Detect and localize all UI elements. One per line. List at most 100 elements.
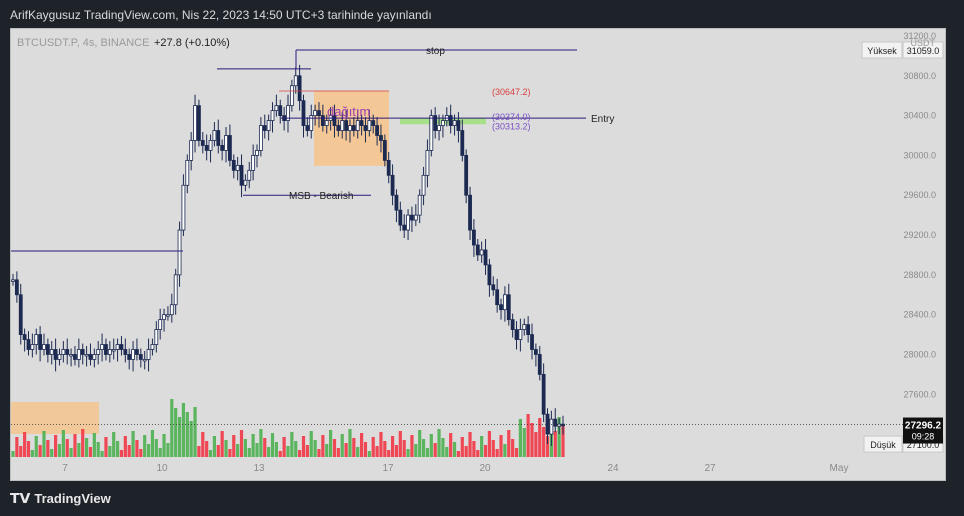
volume-bar [270, 433, 275, 457]
candle [224, 135, 228, 151]
volume-bar [425, 448, 430, 457]
volume-bar [92, 433, 96, 457]
candle [557, 423, 562, 427]
volume-bar [414, 444, 418, 457]
volume-bar [208, 450, 213, 457]
chart-frame[interactable]: stop Entry MSB - Bearish (30647.2) (30374.0)… [10, 28, 946, 481]
candle [197, 105, 201, 141]
volume-bar [263, 438, 267, 457]
candle [332, 115, 337, 126]
volume-bar [542, 427, 546, 457]
high-badge-label-bg [861, 41, 903, 59]
volume-bar [205, 441, 209, 457]
x-tick-label: 13 [253, 463, 265, 474]
candle [61, 349, 66, 355]
candle [251, 155, 256, 171]
volume-bar [398, 431, 402, 457]
volume-bar [77, 443, 81, 457]
volume-bar [538, 418, 542, 457]
candle [371, 120, 376, 126]
volume-bar [511, 439, 515, 457]
candle [73, 354, 77, 360]
candle [549, 418, 554, 435]
volume-bar [100, 451, 104, 457]
volume-bar [526, 414, 530, 457]
volume-bar [507, 430, 511, 457]
candle [14, 279, 19, 296]
volume-bar [325, 444, 329, 457]
candle [289, 85, 294, 107]
volume-bar [193, 407, 197, 457]
volume-bar [158, 448, 162, 457]
volume-bar [123, 436, 127, 457]
price-chart[interactable]: stop Entry MSB - Bearish (30647.2) (30374.0)… [11, 29, 945, 480]
candle [367, 120, 372, 131]
candle [293, 75, 298, 87]
candle [154, 329, 159, 345]
candle [460, 130, 465, 156]
volume-bar [73, 434, 77, 457]
low-badge-label: Düşük [870, 440, 896, 450]
candle [472, 229, 476, 246]
volume-bar [495, 449, 499, 457]
candle [189, 140, 194, 161]
volume-bar [115, 441, 120, 457]
volume-bar [363, 442, 368, 457]
y-tick-label: 29600.0 [903, 190, 936, 200]
volume-bar [212, 436, 217, 457]
candle [390, 174, 395, 196]
tradingview-logo-icon: 𝗧𝗩 [10, 490, 31, 506]
volume-bar [65, 439, 69, 457]
candle [313, 110, 318, 116]
volume-bar [46, 440, 50, 457]
candle [123, 349, 128, 355]
candle [437, 125, 441, 131]
candle [479, 249, 484, 256]
volume-bar [309, 431, 313, 457]
volume-bar [441, 438, 445, 457]
candle [158, 319, 163, 330]
volume-bar [239, 430, 244, 457]
candle [220, 145, 225, 151]
candle [487, 264, 492, 286]
candle [22, 334, 27, 340]
candle [96, 349, 101, 355]
candle [262, 125, 267, 131]
distribution-label: dağıtım [327, 104, 370, 119]
volume-bar [460, 437, 464, 457]
volume-bar [387, 450, 391, 457]
symbol-label: BTCUSDT.P, 4s, BINANCE [17, 37, 149, 49]
volume-bar [321, 435, 325, 457]
candle [45, 344, 50, 355]
volume-bar [34, 436, 38, 457]
volume-bar [267, 447, 271, 457]
volume-bar [445, 447, 449, 457]
candle [483, 249, 488, 266]
footer-brand[interactable]: 𝗧𝗩 TradingView [10, 490, 111, 507]
volume-bar [232, 435, 236, 457]
volume-bar [236, 444, 240, 457]
x-tick-label: 17 [382, 463, 394, 474]
volume-bar [104, 437, 108, 457]
candle [42, 344, 46, 350]
candle [344, 120, 348, 131]
candle [274, 105, 279, 112]
candle [491, 284, 496, 291]
volume-bar [356, 447, 360, 457]
candle [340, 120, 345, 131]
candle [526, 324, 531, 335]
candle [448, 115, 453, 126]
volume-bar [282, 437, 286, 457]
candle [193, 105, 197, 141]
volume-bar [216, 445, 220, 457]
footer-brand-text: TradingView [34, 491, 111, 506]
candle [26, 339, 31, 350]
volume-bar [468, 432, 472, 457]
volume-bar [487, 431, 492, 457]
volume-bar [394, 445, 399, 457]
candle [185, 159, 190, 186]
volume-bar [329, 430, 333, 457]
candle [514, 329, 519, 340]
candle [266, 120, 271, 131]
volume-bar [375, 446, 379, 457]
